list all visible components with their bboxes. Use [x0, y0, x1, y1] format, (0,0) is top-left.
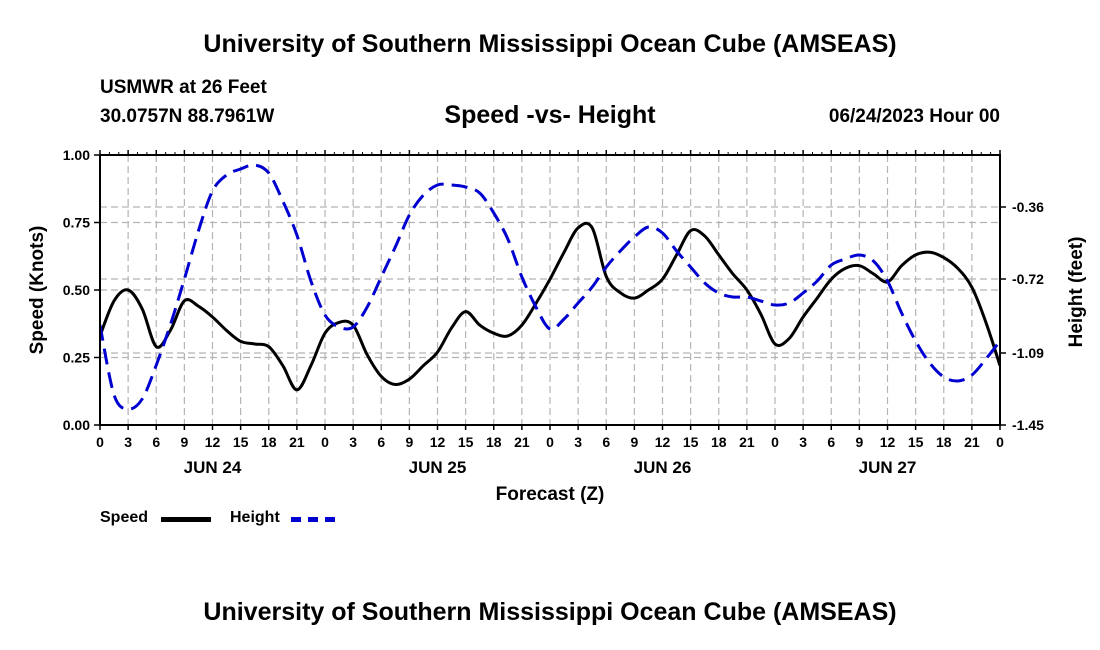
x-tick-label: 6	[377, 434, 385, 450]
x-tick-label: 18	[261, 434, 277, 450]
x-tick-label: 3	[799, 434, 807, 450]
x-tick-label: 21	[514, 434, 530, 450]
y2-tick-label: -1.09	[1012, 345, 1044, 361]
legend-height-label: Height	[230, 509, 280, 526]
x-tick-label: 0	[546, 434, 554, 450]
bottom-title: University of Southern Mississippi Ocean…	[203, 598, 897, 626]
legend-speed-swatch	[161, 517, 211, 522]
legend-height-swatch	[291, 517, 341, 522]
y-tick-label: 0.50	[63, 282, 90, 298]
y-tick-label: 0.00	[63, 417, 90, 433]
y2-tick-label: -0.72	[1012, 271, 1044, 287]
x-tick-label: 18	[936, 434, 952, 450]
x-tick-label: 18	[486, 434, 502, 450]
legend-speed-label: Speed	[100, 509, 149, 526]
x-tick-label: 9	[180, 434, 188, 450]
x-tick-label: 3	[349, 434, 357, 450]
x-tick-label: 15	[683, 434, 699, 450]
x-tick-label: 9	[630, 434, 638, 450]
chart-subtitle: Speed -vs- Height	[444, 101, 656, 129]
x-tick-label: 12	[655, 434, 671, 450]
station-label: USMWR at 26 Feet	[100, 77, 267, 98]
x-axis-label: Forecast (Z)	[496, 484, 605, 505]
date-label: JUN 25	[409, 458, 467, 477]
x-tick-label: 0	[771, 434, 779, 450]
y-tick-label: 0.75	[63, 215, 90, 231]
x-tick-label: 15	[908, 434, 924, 450]
x-tick-label: 15	[233, 434, 249, 450]
x-tick-label: 0	[321, 434, 329, 450]
y2-axis-label: Height (feet)	[1066, 237, 1087, 348]
x-tick-label: 15	[458, 434, 474, 450]
x-tick-label: 0	[996, 434, 1004, 450]
x-tick-label: 21	[739, 434, 755, 450]
coordinates-label: 30.0757N 88.7961W	[100, 106, 275, 127]
y-tick-label: 1.00	[63, 147, 90, 163]
x-tick-label: 21	[289, 434, 305, 450]
x-tick-label: 12	[430, 434, 446, 450]
y-axis-label: Speed (Knots)	[27, 226, 48, 355]
x-tick-label: 12	[880, 434, 896, 450]
height-series-line	[100, 163, 1000, 411]
forecast-date: 06/24/2023 Hour 00	[828, 106, 1000, 127]
y2-tick-label: -0.36	[1012, 199, 1044, 215]
x-tick-label: 9	[855, 434, 863, 450]
x-tick-label: 12	[205, 434, 221, 450]
x-tick-label: 6	[152, 434, 160, 450]
date-label: JUN 27	[859, 458, 917, 477]
x-tick-label: 6	[602, 434, 610, 450]
x-tick-label: 3	[124, 434, 132, 450]
x-tick-label: 6	[827, 434, 835, 450]
x-tick-label: 3	[574, 434, 582, 450]
x-tick-label: 0	[96, 434, 104, 450]
date-label: JUN 26	[634, 458, 692, 477]
date-label: JUN 24	[184, 458, 242, 477]
speed-series-line	[100, 221, 1000, 392]
y2-tick-label: -1.45	[1012, 417, 1044, 433]
x-tick-label: 9	[405, 434, 413, 450]
y-tick-label: 0.25	[63, 350, 90, 366]
top-title: University of Southern Mississippi Ocean…	[203, 30, 897, 58]
x-tick-label: 18	[711, 434, 727, 450]
x-tick-label: 21	[964, 434, 980, 450]
